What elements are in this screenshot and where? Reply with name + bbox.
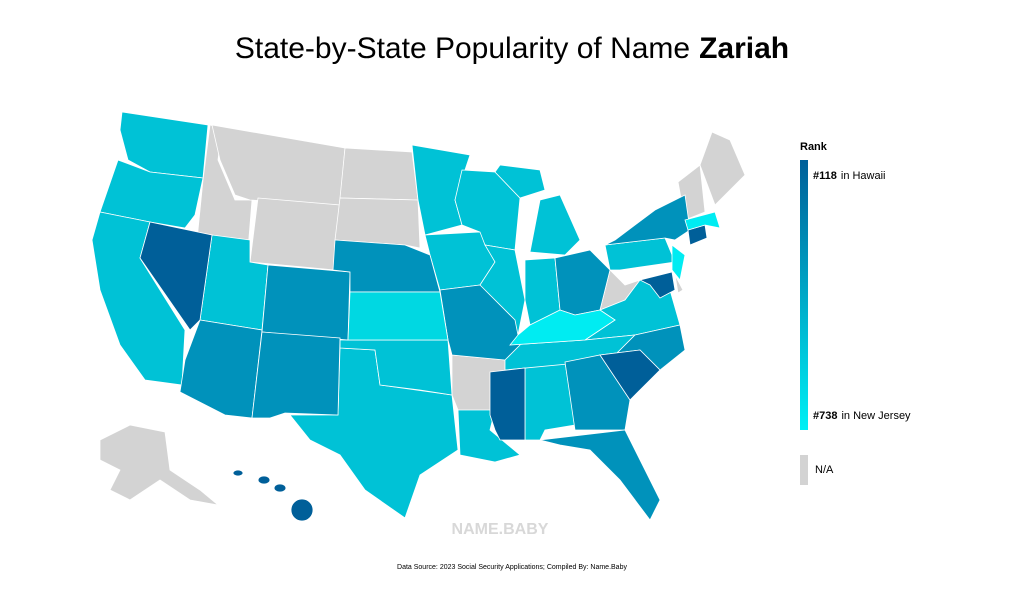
legend-top-label: in Hawaii [841,170,886,182]
legend-title: Rank [800,141,828,153]
title: State-by-State Popularity of Name Zariah [235,32,789,65]
legend-bottom-rank: #738 [813,410,837,422]
legend-na-label: N/A [815,464,834,476]
us-map [91,111,746,522]
title-text: State-by-State Popularity of Name [235,32,690,65]
legend-na-swatch [800,455,808,485]
watermark: NAME.BABY [452,521,549,538]
legend: Rank #118 in Hawaii #738 in New Jersey N/A [800,141,911,485]
legend-bottom-label: in New Jersey [841,410,911,422]
legend-gradient [800,160,808,430]
title-name: Zariah [699,32,789,65]
legend-top: #118 in Hawaii [813,170,886,182]
legend-top-rank: #118 [813,170,837,182]
legend-bottom: #738 in New Jersey [813,410,911,422]
source: Data Source: 2023 Social Security Applic… [397,564,627,571]
